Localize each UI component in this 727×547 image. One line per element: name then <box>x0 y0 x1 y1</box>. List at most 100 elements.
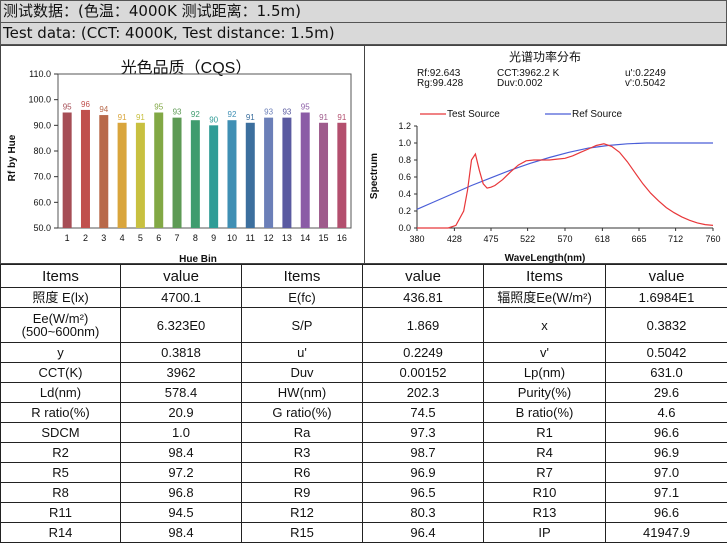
test-info-header: 测试数据：(色温：4000K 测试距离：1.5m) Test data: (CC… <box>0 0 727 45</box>
item-name-cell: B ratio(%) <box>483 402 606 423</box>
item-value-cell: 98.7 <box>362 442 484 463</box>
cqs-chart-panel: 光色品质（CQS） Hue Bin Rf by Hue 50.0 60.0 70.0… <box>0 45 365 265</box>
spd-metric-value: Rg:99.428 <box>417 78 464 89</box>
table-row: y 0.3818 u' 0.2249 v' 0.5042 <box>0 342 727 363</box>
cqs-x-tick-label: 2 <box>83 233 88 243</box>
cqs-bar-value-label: 91 <box>246 113 255 122</box>
item-value-cell: 96.9 <box>605 442 727 463</box>
spd-x-tick-label: 570 <box>557 234 572 244</box>
item-name-cell: S/P <box>241 307 363 343</box>
cqs-x-tick-label: 6 <box>156 233 161 243</box>
table-row: CCT(K) 3962 Duv 0.00152 Lp(nm) 631.0 <box>0 362 727 383</box>
cqs-y-tick-label: 60.0 <box>33 197 51 207</box>
column-header-items: Items <box>483 264 606 288</box>
cqs-bar-value-label: 91 <box>118 113 127 122</box>
item-value-cell: 96.4 <box>362 522 484 543</box>
cqs-x-tick-label: 16 <box>337 233 347 243</box>
table-row: R ratio(%) 20.9 G ratio(%) 74.5 B ratio(%) 4.… <box>0 402 727 423</box>
item-value-cell: 98.4 <box>120 522 242 543</box>
item-name-cell: R13 <box>483 502 606 523</box>
cqs-x-tick-label: 7 <box>175 233 180 243</box>
item-name-cell: R7 <box>483 462 606 483</box>
cqs-x-tick-label: 3 <box>101 233 106 243</box>
cqs-y-tick-label: 100.0 <box>28 95 51 105</box>
cqs-x-axis-label: Hue Bin <box>179 254 217 263</box>
cqs-bar <box>337 122 347 228</box>
item-name-cell: Lp(nm) <box>483 362 606 383</box>
item-name-cell: HW(nm) <box>241 382 363 403</box>
cqs-x-tick-label: 1 <box>65 233 70 243</box>
spd-chart-panel: 光谱功率分布 WaveLength(nm) Spectrum Rf:92.643… <box>364 45 727 264</box>
item-name-cell: v' <box>483 342 606 363</box>
cqs-x-tick-label: 4 <box>120 233 125 243</box>
table-row: R2 98.4 R3 98.7 R4 96.9 <box>0 442 727 463</box>
cqs-x-tick-label: 14 <box>300 233 310 243</box>
item-value-cell: 0.3832 <box>605 307 727 343</box>
column-header-value: value <box>120 264 242 288</box>
spd-y-tick-label: 0.4 <box>398 189 411 199</box>
item-name-cell: R12 <box>241 502 363 523</box>
cqs-bar-value-label: 91 <box>337 113 346 122</box>
item-value-cell: 97.3 <box>362 422 484 443</box>
item-name-cell: R8 <box>0 482 121 503</box>
cqs-x-tick-label: 9 <box>211 233 216 243</box>
item-value-cell: 96.9 <box>362 462 484 483</box>
cqs-bar <box>190 120 200 228</box>
table-row: Ld(nm) 578.4 HW(nm) 202.3 Purity(%) 29.6 <box>0 382 727 403</box>
item-name-cell: SDCM <box>0 422 121 443</box>
column-header-value: value <box>605 264 727 288</box>
cqs-bar <box>300 112 310 228</box>
cqs-y-axis-label: Rf by Hue <box>7 134 18 181</box>
spd-y-axis-label: Spectrum <box>369 153 380 199</box>
cqs-bar <box>117 122 127 228</box>
cqs-bar <box>319 122 329 228</box>
item-value-cell: 436.81 <box>362 287 484 308</box>
cqs-x-tick-label: 5 <box>138 233 143 243</box>
cqs-x-tick-label: 15 <box>319 233 329 243</box>
item-name-cell: E(fc) <box>241 287 363 308</box>
spd-metric-value: u':0.2249 <box>625 68 666 79</box>
item-name-cell: R15 <box>241 522 363 543</box>
item-name-cell: G ratio(%) <box>241 402 363 423</box>
cqs-bar-value-label: 90 <box>209 115 218 124</box>
cqs-bar <box>227 120 237 228</box>
spd-x-tick-label: 712 <box>668 234 683 244</box>
item-value-cell: 1.6984E1 <box>605 287 727 308</box>
cqs-x-tick-label: 10 <box>227 233 237 243</box>
cqs-y-tick-label: 110.0 <box>29 69 51 79</box>
cqs-bar-value-label: 93 <box>282 108 291 117</box>
column-header-items: Items <box>241 264 363 288</box>
item-value-cell: 578.4 <box>120 382 242 403</box>
item-value-cell: 20.9 <box>120 402 242 423</box>
item-value-cell: 96.8 <box>120 482 242 503</box>
table-row: R14 98.4 R15 96.4 IP 41947.9 <box>0 522 727 543</box>
spd-legend-label: Test Source <box>447 109 500 120</box>
cqs-bar <box>154 112 164 228</box>
spd-metric-value: CCT:3962.2 K <box>497 68 560 79</box>
cqs-bar-value-label: 92 <box>191 110 200 119</box>
cqs-bar-value-label: 95 <box>154 103 163 112</box>
cqs-bar-value-label: 95 <box>63 103 72 112</box>
cqs-bar-value-label: 91 <box>319 113 328 122</box>
cqs-bar <box>135 122 145 228</box>
cqs-bar <box>282 117 292 228</box>
cqs-bar <box>245 122 255 228</box>
column-header-items: Items <box>0 264 121 288</box>
cqs-x-tick-label: 11 <box>246 233 255 243</box>
spd-legend-label: Ref Source <box>572 109 622 120</box>
item-value-cell: 631.0 <box>605 362 727 383</box>
spd-x-tick-label: 665 <box>631 234 646 244</box>
cqs-bar-value-label: 93 <box>173 108 182 117</box>
photometric-data-table: Items value Items value Items value 照度 E(lx) 4… <box>0 264 727 543</box>
item-name-cell: R3 <box>241 442 363 463</box>
spd-metric-value: v':0.5042 <box>625 78 666 89</box>
item-value-cell: 4700.1 <box>120 287 242 308</box>
item-value-cell: 80.3 <box>362 502 484 523</box>
table-row: R5 97.2 R6 96.9 R7 97.0 <box>0 462 727 483</box>
item-name-cell: IP <box>483 522 606 543</box>
table-row: R11 94.5 R12 80.3 R13 96.6 <box>0 502 727 523</box>
spd-y-tick-label: 0.0 <box>398 223 411 233</box>
item-name-cell: 照度 E(lx) <box>0 287 121 308</box>
cqs-y-tick-label: 90.0 <box>33 120 51 130</box>
item-value-cell: 96.5 <box>362 482 484 503</box>
